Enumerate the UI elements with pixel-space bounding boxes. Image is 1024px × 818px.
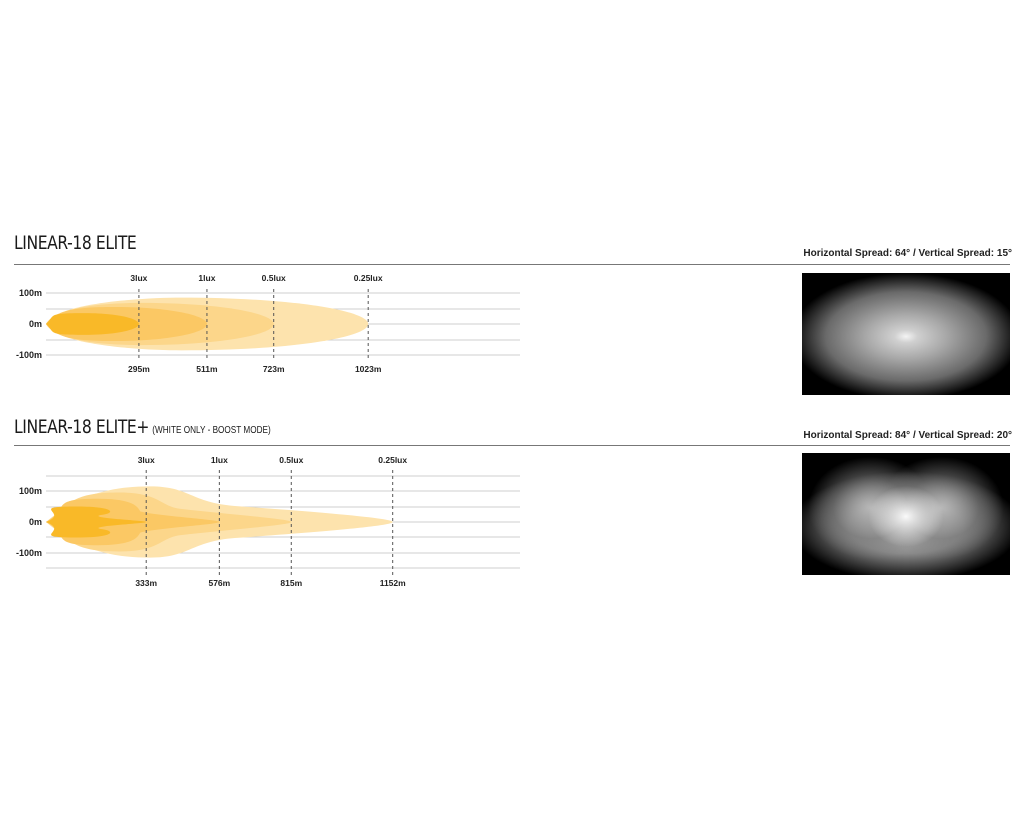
beam-chart-2: 100m 0m -100m 3lux 333m 1lux 576m 0.5lux 815m 0.2… [16, 455, 520, 588]
y-tick-label: -100m [16, 548, 42, 558]
distance-label: 295m [128, 364, 150, 374]
lux-label: 3lux [130, 273, 147, 283]
spread-text-1: Horizontal Spread: 64° / Vertical Spread… [803, 248, 1012, 259]
isolux-contour-3lux [46, 313, 139, 335]
lux-label: 0.5lux [262, 273, 286, 283]
chart-title-1: LINEAR-18 ELITE [14, 232, 137, 254]
distance-label: 723m [263, 364, 285, 374]
title-text: LINEAR-18 ELITE+ [14, 416, 150, 438]
distance-label: 1152m [380, 578, 406, 588]
lux-label: 0.5lux [279, 455, 303, 465]
distance-label: 511m [196, 364, 218, 374]
subtitle-text: (WHITE ONLY - BOOST MODE) [152, 425, 271, 436]
divider-1 [14, 264, 1010, 265]
y-tick-label: 100m [19, 486, 42, 496]
spread-text-2: Horizontal Spread: 84° / Vertical Spread… [803, 430, 1012, 441]
lux-label: 3lux [138, 455, 155, 465]
y-tick-label: -100m [16, 350, 42, 360]
y-tick-label: 100m [19, 288, 42, 298]
distance-label: 576m [208, 578, 230, 588]
chart-title-2: LINEAR-18 ELITE+ (WHITE ONLY - BOOST MODE… [14, 416, 271, 438]
lux-label: 0.25lux [378, 455, 407, 465]
distance-label: 333m [135, 578, 157, 588]
lux-label: 0.25lux [354, 273, 383, 283]
lux-label: 1lux [198, 273, 215, 283]
beam-chart-1: 100m 0m -100m 3lux 295m 1lux 511m 0.5lux 723m 0.2… [16, 273, 520, 374]
beam-pattern-image-1 [802, 273, 1010, 395]
beam-pattern-image-2 [802, 453, 1010, 575]
isolux-contour-3lux [46, 506, 147, 538]
title-text: LINEAR-18 ELITE [14, 232, 137, 254]
distance-label: 815m [280, 578, 302, 588]
y-tick-label: 0m [29, 319, 42, 329]
lux-label: 1lux [211, 455, 228, 465]
divider-2 [14, 445, 1010, 446]
y-tick-label: 0m [29, 517, 42, 527]
distance-label: 1023m [355, 364, 382, 374]
